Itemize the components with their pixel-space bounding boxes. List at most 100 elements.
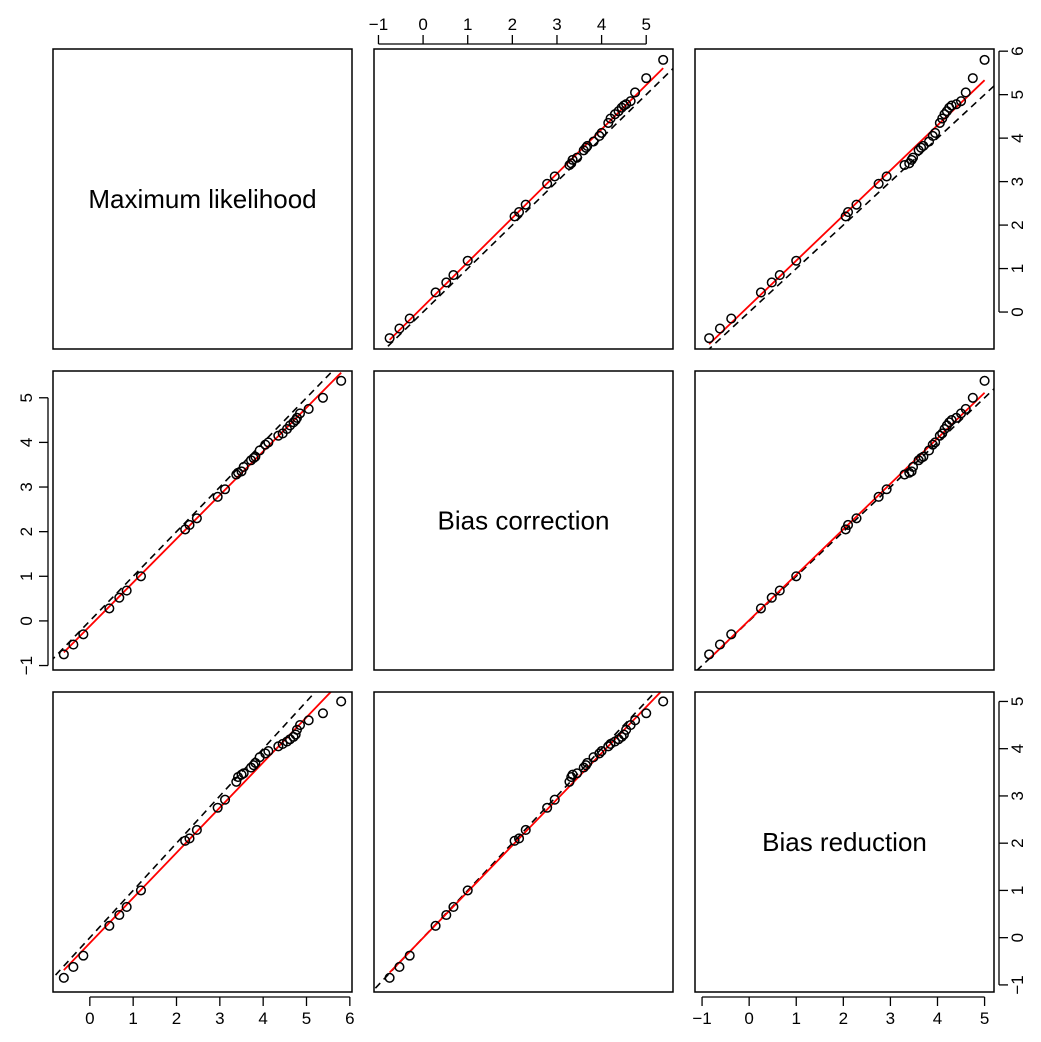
- diagonal-label: Bias correction: [438, 506, 610, 536]
- data-point: [294, 720, 306, 731]
- data-point: [263, 746, 274, 757]
- data-point: [104, 920, 115, 931]
- data-point: [404, 313, 415, 324]
- data-point: [212, 802, 223, 813]
- data-point: [404, 950, 415, 961]
- data-point: [842, 519, 854, 531]
- data-point: [572, 768, 583, 779]
- data-point: [212, 491, 223, 502]
- data-point: [630, 87, 641, 98]
- data-point: [260, 439, 271, 450]
- data-point: [384, 972, 395, 983]
- tick-label: 2: [1008, 220, 1027, 229]
- panel-frame: [52, 48, 353, 350]
- panel-frame: [52, 691, 353, 993]
- data-point: [915, 142, 927, 153]
- panel-bias-correction-vs-bias-correction: Bias correction: [373, 370, 674, 671]
- panel-bias-reduction-vs-bias-correction: [373, 691, 674, 993]
- data-point: [248, 760, 259, 771]
- data-point: [899, 160, 910, 171]
- data-point: [441, 909, 452, 921]
- data-point: [946, 415, 957, 426]
- panel-bias-reduction-vs-maximum-likelihood: [52, 691, 353, 993]
- tick-label: 0: [85, 1009, 94, 1028]
- data-point: [907, 461, 919, 472]
- data-point: [907, 152, 919, 163]
- reference-line: [707, 84, 994, 349]
- x-axis-top-bias-correction: −1 0 1 2 3 4 5: [369, 15, 651, 45]
- panel-frame: [373, 691, 674, 993]
- tick-label: 5: [980, 1009, 989, 1028]
- data-point: [238, 461, 249, 472]
- data-point: [766, 277, 777, 288]
- data-point: [967, 392, 978, 403]
- tick-label: 2: [508, 15, 517, 34]
- data-point: [572, 152, 583, 163]
- data-point: [68, 961, 79, 973]
- data-point: [927, 439, 938, 450]
- tick-label: 0: [1008, 307, 1027, 316]
- tick-label: 4: [1008, 744, 1027, 753]
- tick-label: 1: [1008, 886, 1027, 895]
- panel-bias-reduction-vs-bias-reduction: Bias reduction: [694, 691, 995, 993]
- data-point: [114, 909, 125, 921]
- data-point: [851, 199, 862, 210]
- data-point: [191, 513, 202, 524]
- data-point: [448, 270, 459, 281]
- data-point: [616, 731, 627, 742]
- data-point: [842, 206, 854, 218]
- data-point: [219, 484, 231, 495]
- data-point: [944, 417, 955, 428]
- tick-label: 3: [1008, 177, 1027, 186]
- data-point: [549, 794, 560, 805]
- tick-label: 3: [17, 482, 36, 491]
- data-point: [238, 768, 249, 779]
- panel-bias-correction-vs-maximum-likelihood: [52, 370, 353, 671]
- panel-frame: [694, 48, 995, 350]
- data-point: [184, 833, 195, 844]
- data-point: [513, 833, 525, 844]
- data-point: [618, 729, 629, 740]
- data-point: [851, 513, 862, 524]
- data-point: [549, 171, 560, 182]
- data-point: [462, 885, 473, 896]
- data-point: [755, 287, 766, 298]
- data-point: [873, 491, 884, 502]
- tick-label: 6: [1008, 46, 1027, 55]
- x-axis-bottom-maximum-likelihood: 0 1 2 3 4 5 6: [85, 996, 355, 1028]
- data-point: [955, 96, 967, 107]
- tick-label: 1: [17, 572, 36, 581]
- diagonal-label: Bias reduction: [762, 827, 927, 857]
- tick-label: 2: [17, 527, 36, 536]
- tick-label: 4: [597, 15, 606, 34]
- data-point: [317, 708, 329, 719]
- data-point: [906, 466, 917, 477]
- panel-frame: [52, 370, 353, 671]
- data-point: [336, 375, 347, 386]
- data-point: [881, 484, 892, 495]
- panel-frame: [694, 691, 995, 993]
- x-axis-bottom-bias-reduction: −1 0 1 2 3 4 5: [692, 996, 989, 1028]
- data-point: [906, 154, 917, 165]
- tick-label: 1: [792, 1009, 801, 1028]
- data-point: [714, 323, 726, 334]
- data-point: [596, 746, 607, 757]
- panel-maximum-likelihood-vs-bias-reduction: [694, 48, 995, 350]
- tick-label: 0: [17, 616, 36, 625]
- data-point: [281, 736, 293, 747]
- data-point: [104, 603, 115, 614]
- reference-line: [384, 67, 673, 349]
- y-axis-right-bias-reduction: −1 0 1 2 3 4 5: [998, 697, 1027, 995]
- data-point: [303, 715, 314, 726]
- data-point: [658, 696, 669, 707]
- data-point: [68, 639, 79, 650]
- tick-label: 2: [839, 1009, 848, 1028]
- data-point: [630, 715, 641, 726]
- data-point: [184, 519, 195, 531]
- data-point: [625, 96, 636, 107]
- data-point: [791, 571, 802, 582]
- reference-line: [374, 692, 657, 991]
- data-point: [641, 708, 652, 719]
- tick-label: 0: [1008, 933, 1027, 942]
